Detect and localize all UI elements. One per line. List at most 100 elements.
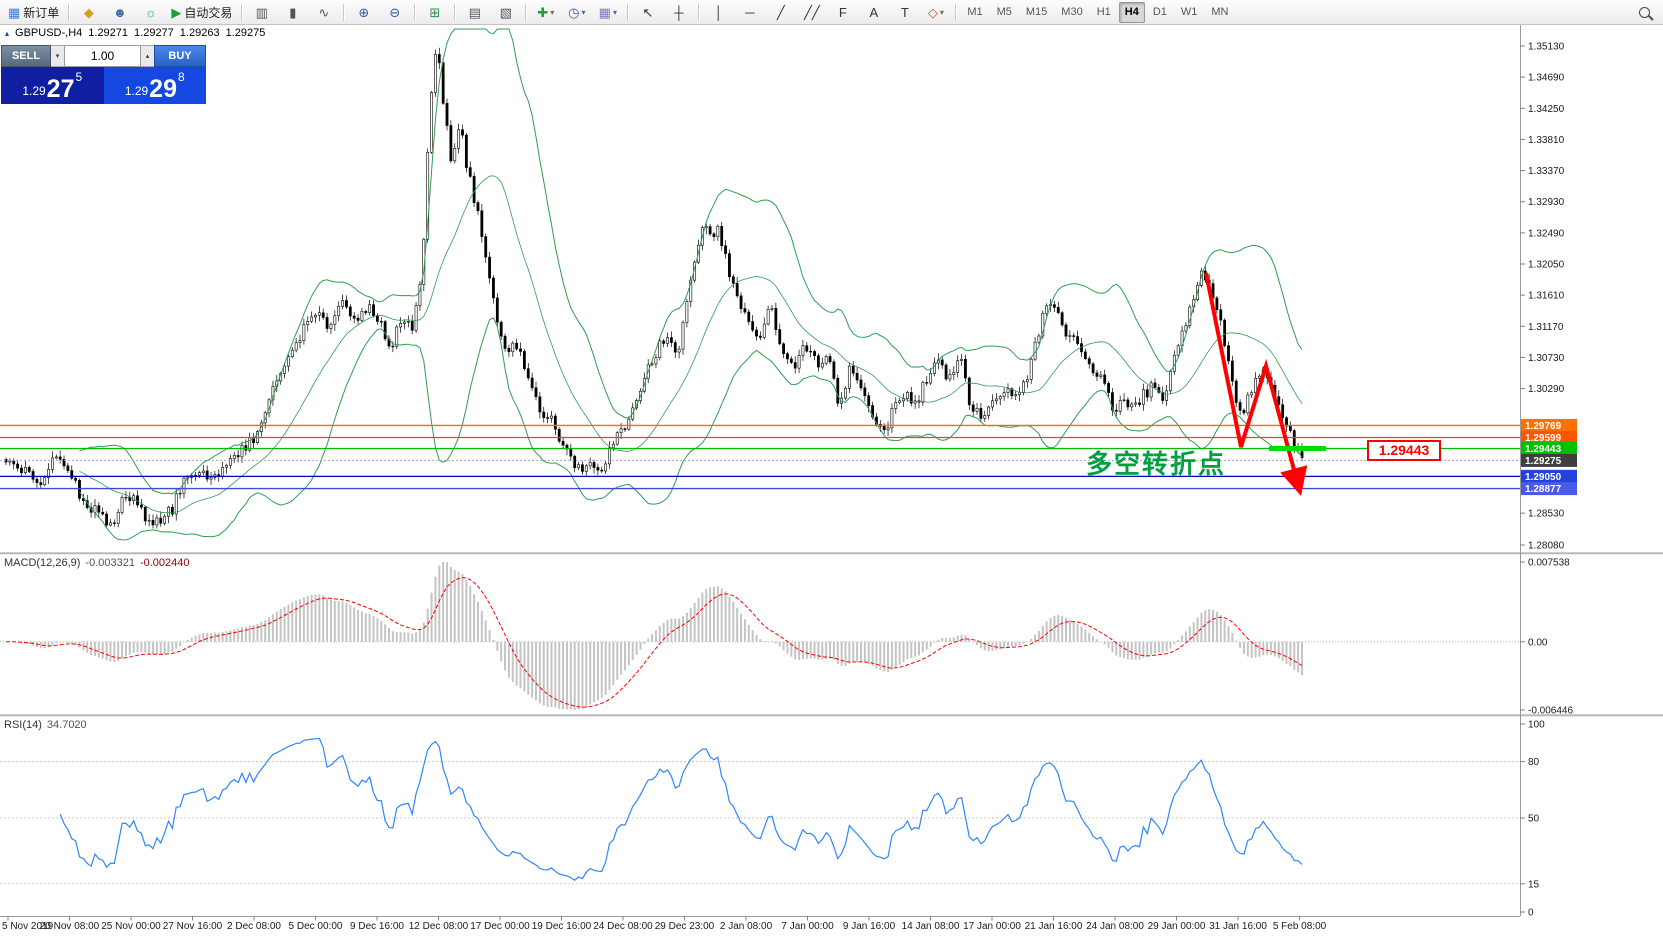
svg-text:2 Dec 08:00: 2 Dec 08:00: [227, 921, 281, 932]
volume-increase-button[interactable]: ▴: [141, 45, 154, 67]
svg-text:50: 50: [1528, 814, 1540, 825]
svg-text:1.34250: 1.34250: [1528, 104, 1565, 115]
svg-text:1.29599: 1.29599: [1525, 433, 1562, 444]
chart-shift-icon-button[interactable]: ▧: [491, 1, 520, 24]
tile-windows-icon-button[interactable]: ⊞: [420, 1, 449, 24]
crosshair-icon-button[interactable]: ┼: [664, 1, 693, 24]
svg-text:29 Jan 00:00: 29 Jan 00:00: [1148, 921, 1206, 932]
ohlc-low: 1.29263: [179, 27, 220, 39]
svg-text:1.31170: 1.31170: [1528, 322, 1564, 333]
price-tag: 1.29769: [1521, 418, 1577, 432]
buy-button[interactable]: BUY: [154, 45, 206, 67]
svg-text:2 Jan 08:00: 2 Jan 08:00: [720, 921, 773, 932]
navigator-icon: ☻: [112, 4, 127, 20]
timeframe-w1-button[interactable]: W1: [1180, 6, 1198, 18]
terminal-icon: ☼: [144, 4, 157, 20]
svg-text:1.32490: 1.32490: [1528, 228, 1565, 239]
timeframe-h1-button[interactable]: H1: [1096, 6, 1111, 18]
terminal-icon-button[interactable]: ☼: [136, 1, 165, 24]
ohlc-high: 1.29277: [134, 27, 174, 39]
bar-chart-icon-button[interactable]: ▥: [247, 1, 276, 24]
svg-text:1.29443: 1.29443: [1525, 444, 1562, 455]
trendline-icon-button[interactable]: ╱: [766, 1, 795, 24]
templates-button[interactable]: ▦ ▾: [593, 1, 622, 24]
text-label-icon-button[interactable]: T: [890, 1, 919, 24]
indicators-icon: ✚: [537, 4, 549, 20]
svg-text:1.35130: 1.35130: [1528, 42, 1565, 53]
text-icon: A: [869, 4, 879, 20]
periods-button[interactable]: ◷ ▾: [562, 1, 591, 24]
equidistant-channel-icon-button[interactable]: ╱╱: [797, 1, 826, 24]
equidistant-channel-icon: ╱╱: [804, 4, 820, 20]
volume-decrease-button[interactable]: ▾: [51, 45, 64, 67]
svg-text:1.29050: 1.29050: [1525, 472, 1562, 483]
zoom-out-icon-button[interactable]: ⊖: [380, 1, 409, 24]
price-callout-label[interactable]: 1.29443: [1367, 440, 1441, 461]
collapse-panel-icon[interactable]: ▴: [5, 28, 10, 38]
arrows-icon-button[interactable]: ◇ ▾: [921, 1, 950, 24]
timeframe-h4-button[interactable]: H4: [1118, 1, 1145, 23]
macd-main-value: -0.003321: [85, 557, 135, 569]
candlesticks: [4, 47, 1304, 529]
line-chart-icon-button[interactable]: ∿: [309, 1, 338, 24]
candlestick-chart-icon-button[interactable]: ▮: [278, 1, 307, 24]
sell-button[interactable]: SELL: [1, 45, 51, 67]
toolbar-separator: [698, 3, 700, 21]
drawing-objects[interactable]: [1204, 272, 1326, 496]
buy-price-display[interactable]: 1.29 29 8: [103, 67, 206, 104]
timeframe-m15-button[interactable]: M15: [1025, 6, 1048, 18]
price-scale[interactable]: 1.35130 1.34690 1.34250 1.33810 1.33370 1.329…: [1520, 25, 1577, 919]
macd-panel: [0, 562, 1520, 710]
svg-text:17 Jan 00:00: 17 Jan 00:00: [963, 921, 1021, 932]
navigator-icon-button[interactable]: ☻: [105, 1, 134, 24]
toolbar: ▦ 新订单 ◆ ☻ ☼ ▶ 自动交易 ▥ ▮ ∿ ⊕ ⊖ ⊞ ▤ ▧ ✚ ▾ ◷ ▾ ▦ ▾ ↖ ┼ │ ─ ╱ ╱╱ F A T ◇ ▾ M1…: [0, 0, 1663, 25]
svg-text:14 Jan 08:00: 14 Jan 08:00: [902, 921, 960, 932]
chart-annotation-text[interactable]: 多空转折点: [1086, 449, 1227, 479]
svg-text:1.28530: 1.28530: [1528, 509, 1565, 520]
cursor-icon: ↖: [642, 4, 654, 20]
trade-panel-top-row: SELL ▾ ▴ BUY: [1, 45, 206, 67]
svg-text:1.28080: 1.28080: [1528, 540, 1565, 551]
macd-indicator-label: MACD(12,26,9) -0.003321 -0.002440: [4, 557, 190, 569]
market-watch-icon-button[interactable]: ◆: [74, 1, 103, 24]
toolbar-separator: [627, 3, 629, 21]
svg-text:24 Jan 08:00: 24 Jan 08:00: [1086, 921, 1144, 932]
autotrading-button[interactable]: ▶ 自动交易: [167, 1, 236, 24]
zoom-in-icon-button[interactable]: ⊕: [349, 1, 378, 24]
new-order-button[interactable]: ▦ 新订单: [4, 1, 63, 24]
fibonacci-icon-button[interactable]: F: [828, 1, 857, 24]
timeframe-m1-button[interactable]: M1: [967, 6, 983, 18]
zoom-out-icon: ⊖: [389, 4, 401, 20]
search-button[interactable]: [1630, 1, 1659, 24]
horizontal-line-objects[interactable]: [0, 424, 1520, 490]
arrows-icon: ◇: [927, 4, 938, 20]
symbol-header: ▴ GBPUSD-,H4 1.29271 1.29277 1.29263 1.2…: [5, 27, 265, 39]
svg-text:0.00: 0.00: [1528, 637, 1548, 648]
sell-price-display[interactable]: 1.29 27 5: [1, 67, 104, 104]
timeframe-m5-button[interactable]: M5: [996, 6, 1012, 18]
horizontal-line-icon-button[interactable]: ─: [735, 1, 764, 24]
auto-scroll-icon: ▤: [468, 4, 481, 20]
indicators-button[interactable]: ✚ ▾: [531, 1, 560, 24]
cursor-icon-button[interactable]: ↖: [633, 1, 662, 24]
timeframe-d1-button[interactable]: D1: [1152, 6, 1167, 18]
svg-text:1.28877: 1.28877: [1525, 484, 1562, 495]
one-click-trading-panel: SELL ▾ ▴ BUY 1.29 27 5 1.29 29 8: [1, 45, 206, 104]
timeframe-m30-button[interactable]: M30: [1061, 6, 1083, 18]
svg-text:5 Dec 00:00: 5 Dec 00:00: [289, 921, 343, 932]
search-icon: [1639, 6, 1650, 18]
svg-text:1.32050: 1.32050: [1528, 260, 1565, 271]
svg-text:21 Jan 16:00: 21 Jan 16:00: [1025, 921, 1083, 932]
svg-text:100: 100: [1528, 720, 1545, 731]
timeframe-mn-button[interactable]: MN: [1211, 6, 1229, 18]
vertical-line-icon-button[interactable]: │: [704, 1, 733, 24]
svg-text:5 Nov 2019: 5 Nov 2019: [2, 921, 54, 932]
toolbar-separator: [343, 3, 345, 21]
macd-signal-value: -0.002440: [139, 557, 190, 569]
auto-scroll-icon-button[interactable]: ▤: [460, 1, 489, 24]
volume-input[interactable]: [64, 45, 141, 67]
text-icon-button[interactable]: A: [859, 1, 888, 24]
